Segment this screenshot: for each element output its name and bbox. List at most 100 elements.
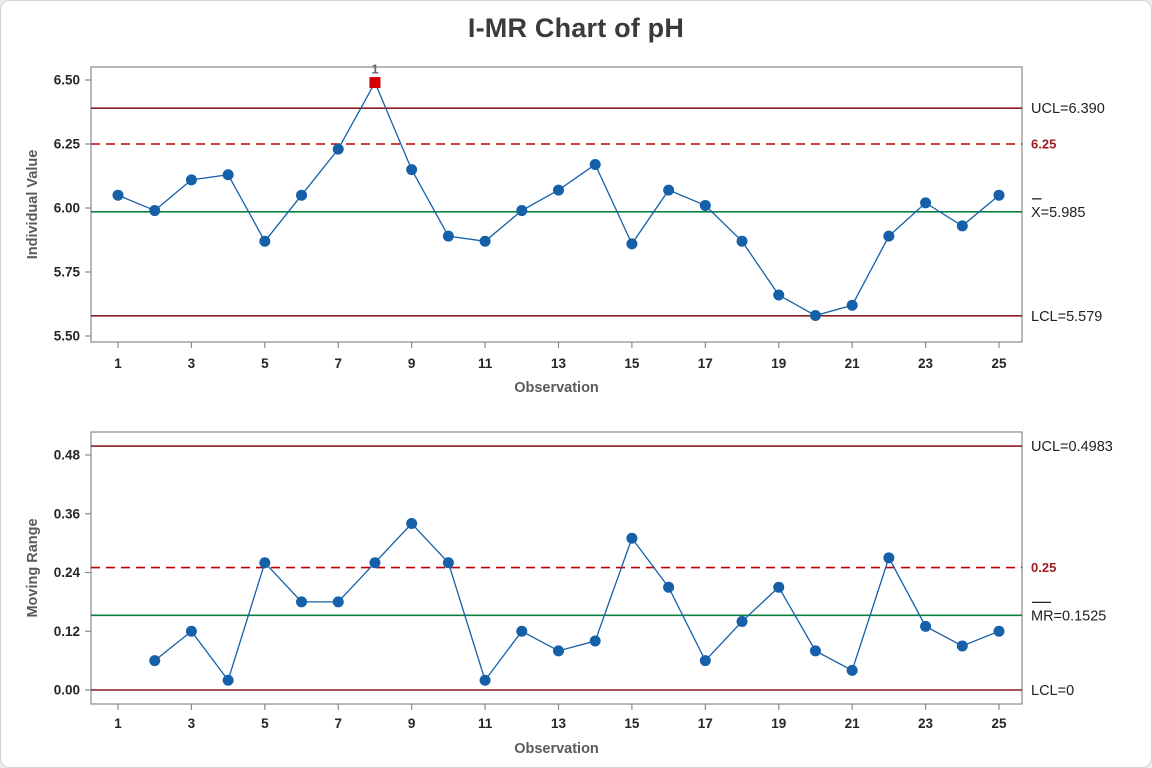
x-tick-label: 19 — [771, 716, 786, 731]
individuals-chart-connect-line — [117, 81, 1000, 317]
x-tick-label: 5 — [261, 716, 269, 731]
data-point — [406, 164, 418, 176]
data-point — [663, 581, 675, 593]
data-point — [112, 189, 124, 201]
lcl-label: LCL=5.579 — [1031, 309, 1102, 325]
data-point — [589, 635, 601, 647]
data-point — [406, 518, 418, 530]
x-tick-label: 25 — [991, 356, 1007, 371]
data-point — [296, 189, 308, 201]
data-point — [846, 299, 858, 311]
individuals-chart-plot-frame — [90, 66, 1023, 343]
data-point — [736, 235, 748, 247]
data-point — [222, 169, 234, 181]
data-point — [773, 289, 785, 301]
y-tick-label: 5.50 — [54, 329, 80, 344]
x-tick-label: 9 — [408, 716, 416, 731]
data-point — [736, 615, 748, 627]
out-of-control-flag: 1 — [371, 62, 378, 77]
data-point — [479, 674, 491, 686]
data-point — [883, 230, 895, 242]
chart-title: I-MR Chart of pH — [467, 13, 685, 43]
data-point — [259, 235, 271, 247]
data-point — [993, 189, 1005, 201]
reference-label: 0.25 — [1031, 560, 1056, 575]
y-tick-label: 0.24 — [54, 565, 81, 580]
data-point — [589, 158, 601, 170]
data-point — [516, 625, 528, 637]
individuals-chart: 5.505.756.006.256.501 3 5 7 9 11 13 15 17 19 21 23 2… — [25, 62, 1105, 396]
data-point — [149, 655, 161, 667]
x-tick-label: 11 — [478, 356, 493, 371]
data-point — [626, 532, 638, 544]
x-tick-label: 13 — [551, 356, 567, 371]
data-point — [332, 143, 344, 155]
x-tick-label: 25 — [991, 716, 1007, 731]
data-point — [956, 640, 968, 652]
data-point — [626, 238, 638, 250]
x-tick-label: 9 — [408, 356, 416, 371]
x-tick-label: 11 — [478, 716, 493, 731]
data-point — [552, 184, 564, 196]
data-point — [846, 664, 858, 676]
ucl-label: UCL=0.4983 — [1031, 439, 1113, 455]
x-tick-label: 15 — [624, 716, 640, 731]
x-tick-label: 21 — [845, 356, 861, 371]
data-point — [222, 674, 234, 686]
data-point — [773, 581, 785, 593]
x-tick-label: 13 — [551, 716, 567, 731]
x-tick-label: 23 — [918, 716, 934, 731]
data-point — [332, 596, 344, 608]
data-point — [993, 625, 1005, 637]
y-tick-label: 6.50 — [54, 73, 80, 88]
data-point — [920, 620, 932, 632]
y-axis-title: Individual Value — [25, 150, 41, 260]
y-tick-label: 0.48 — [54, 448, 81, 463]
data-point — [809, 645, 821, 657]
x-tick-label: 21 — [845, 716, 861, 731]
data-point — [369, 557, 381, 569]
x-tick-label: 3 — [188, 716, 196, 731]
x-tick-label: 23 — [918, 356, 934, 371]
data-point — [699, 199, 711, 211]
x-tick-label: 5 — [261, 356, 269, 371]
data-point — [809, 310, 821, 322]
x-tick-label: 17 — [698, 356, 713, 371]
x-tick-label: 19 — [771, 356, 786, 371]
x-axis-title: Observation — [514, 380, 599, 396]
data-point — [956, 220, 968, 232]
data-point — [479, 235, 491, 247]
ucl-label: UCL=6.390 — [1031, 101, 1105, 117]
data-point — [442, 230, 454, 242]
data-point — [920, 197, 932, 209]
data-point — [296, 596, 308, 608]
x-tick-label: 3 — [188, 356, 196, 371]
lcl-label: LCL=0 — [1031, 683, 1074, 699]
x-tick-label: 17 — [698, 716, 713, 731]
x-tick-label: 1 — [114, 716, 122, 731]
data-point — [883, 552, 895, 564]
y-tick-label: 5.75 — [54, 265, 81, 280]
y-tick-label: 0.36 — [54, 506, 81, 521]
data-point — [516, 205, 528, 217]
y-axis-title: Moving Range — [25, 518, 41, 617]
data-point — [552, 645, 564, 657]
x-tick-label: 1 — [114, 356, 122, 371]
data-point — [185, 625, 197, 637]
data-point — [149, 205, 161, 217]
reference-label: 6.25 — [1031, 137, 1056, 152]
x-axis-title: Observation — [514, 741, 599, 757]
data-point — [442, 557, 454, 569]
y-tick-label: 6.25 — [54, 137, 81, 152]
moving-range-chart: 0.000.120.240.360.481 3 5 7 9 11 13 15 17 19 21 23 2… — [25, 431, 1113, 757]
out-of-control-marker — [369, 77, 381, 89]
data-point — [699, 655, 711, 667]
data-point — [185, 174, 197, 186]
title-bar: I-MR Chart of pH — [1, 1, 1151, 56]
x-tick-label: 15 — [624, 356, 640, 371]
center-label: X=5.985 — [1031, 205, 1085, 221]
y-tick-label: 0.00 — [54, 683, 80, 698]
moving-range-chart-connect-line — [154, 522, 1000, 682]
data-point — [663, 184, 675, 196]
y-tick-label: 0.12 — [54, 624, 80, 639]
